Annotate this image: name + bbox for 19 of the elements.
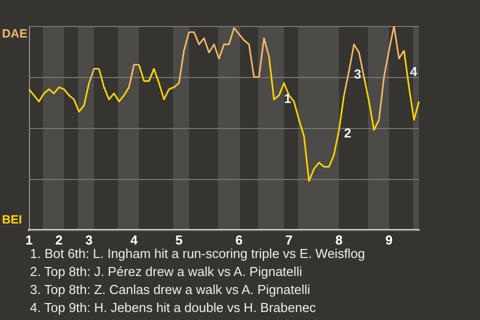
text: 1. Bot 6th: L. Ingham hit a run-scoring triple vs E. Weisflog — [30, 245, 366, 263]
text: BEI — [2, 212, 22, 226]
annotation: 1 — [284, 90, 292, 106]
annotation: 3 — [354, 66, 362, 82]
annotation: 2 — [344, 126, 352, 141]
text: 2. Top 8th: J. Pérez drew a walk vs A. Pignatelli — [30, 263, 304, 281]
text: 3. Top 8th: Z. Canlas drew a walk vs A. Pignatelli — [30, 281, 312, 299]
text: 4. Top 9th: H. Jebens hit a double vs H. Brabenec — [30, 299, 317, 317]
x-tick-label: 2 — [55, 232, 63, 248]
x-tick-label: 8 — [335, 232, 343, 248]
x-tick-label: 5 — [175, 232, 183, 248]
x-tick-label: 7 — [285, 232, 293, 248]
x-tick-label: 3 — [85, 232, 93, 248]
annotation: 4 — [410, 64, 418, 80]
x-tick-label: 9 — [385, 232, 393, 248]
x-tick-label: 4 — [130, 232, 138, 248]
text: DAE — [2, 26, 28, 40]
x-tick-label: 6 — [235, 232, 243, 248]
x-tick-label: 1 — [25, 232, 33, 248]
